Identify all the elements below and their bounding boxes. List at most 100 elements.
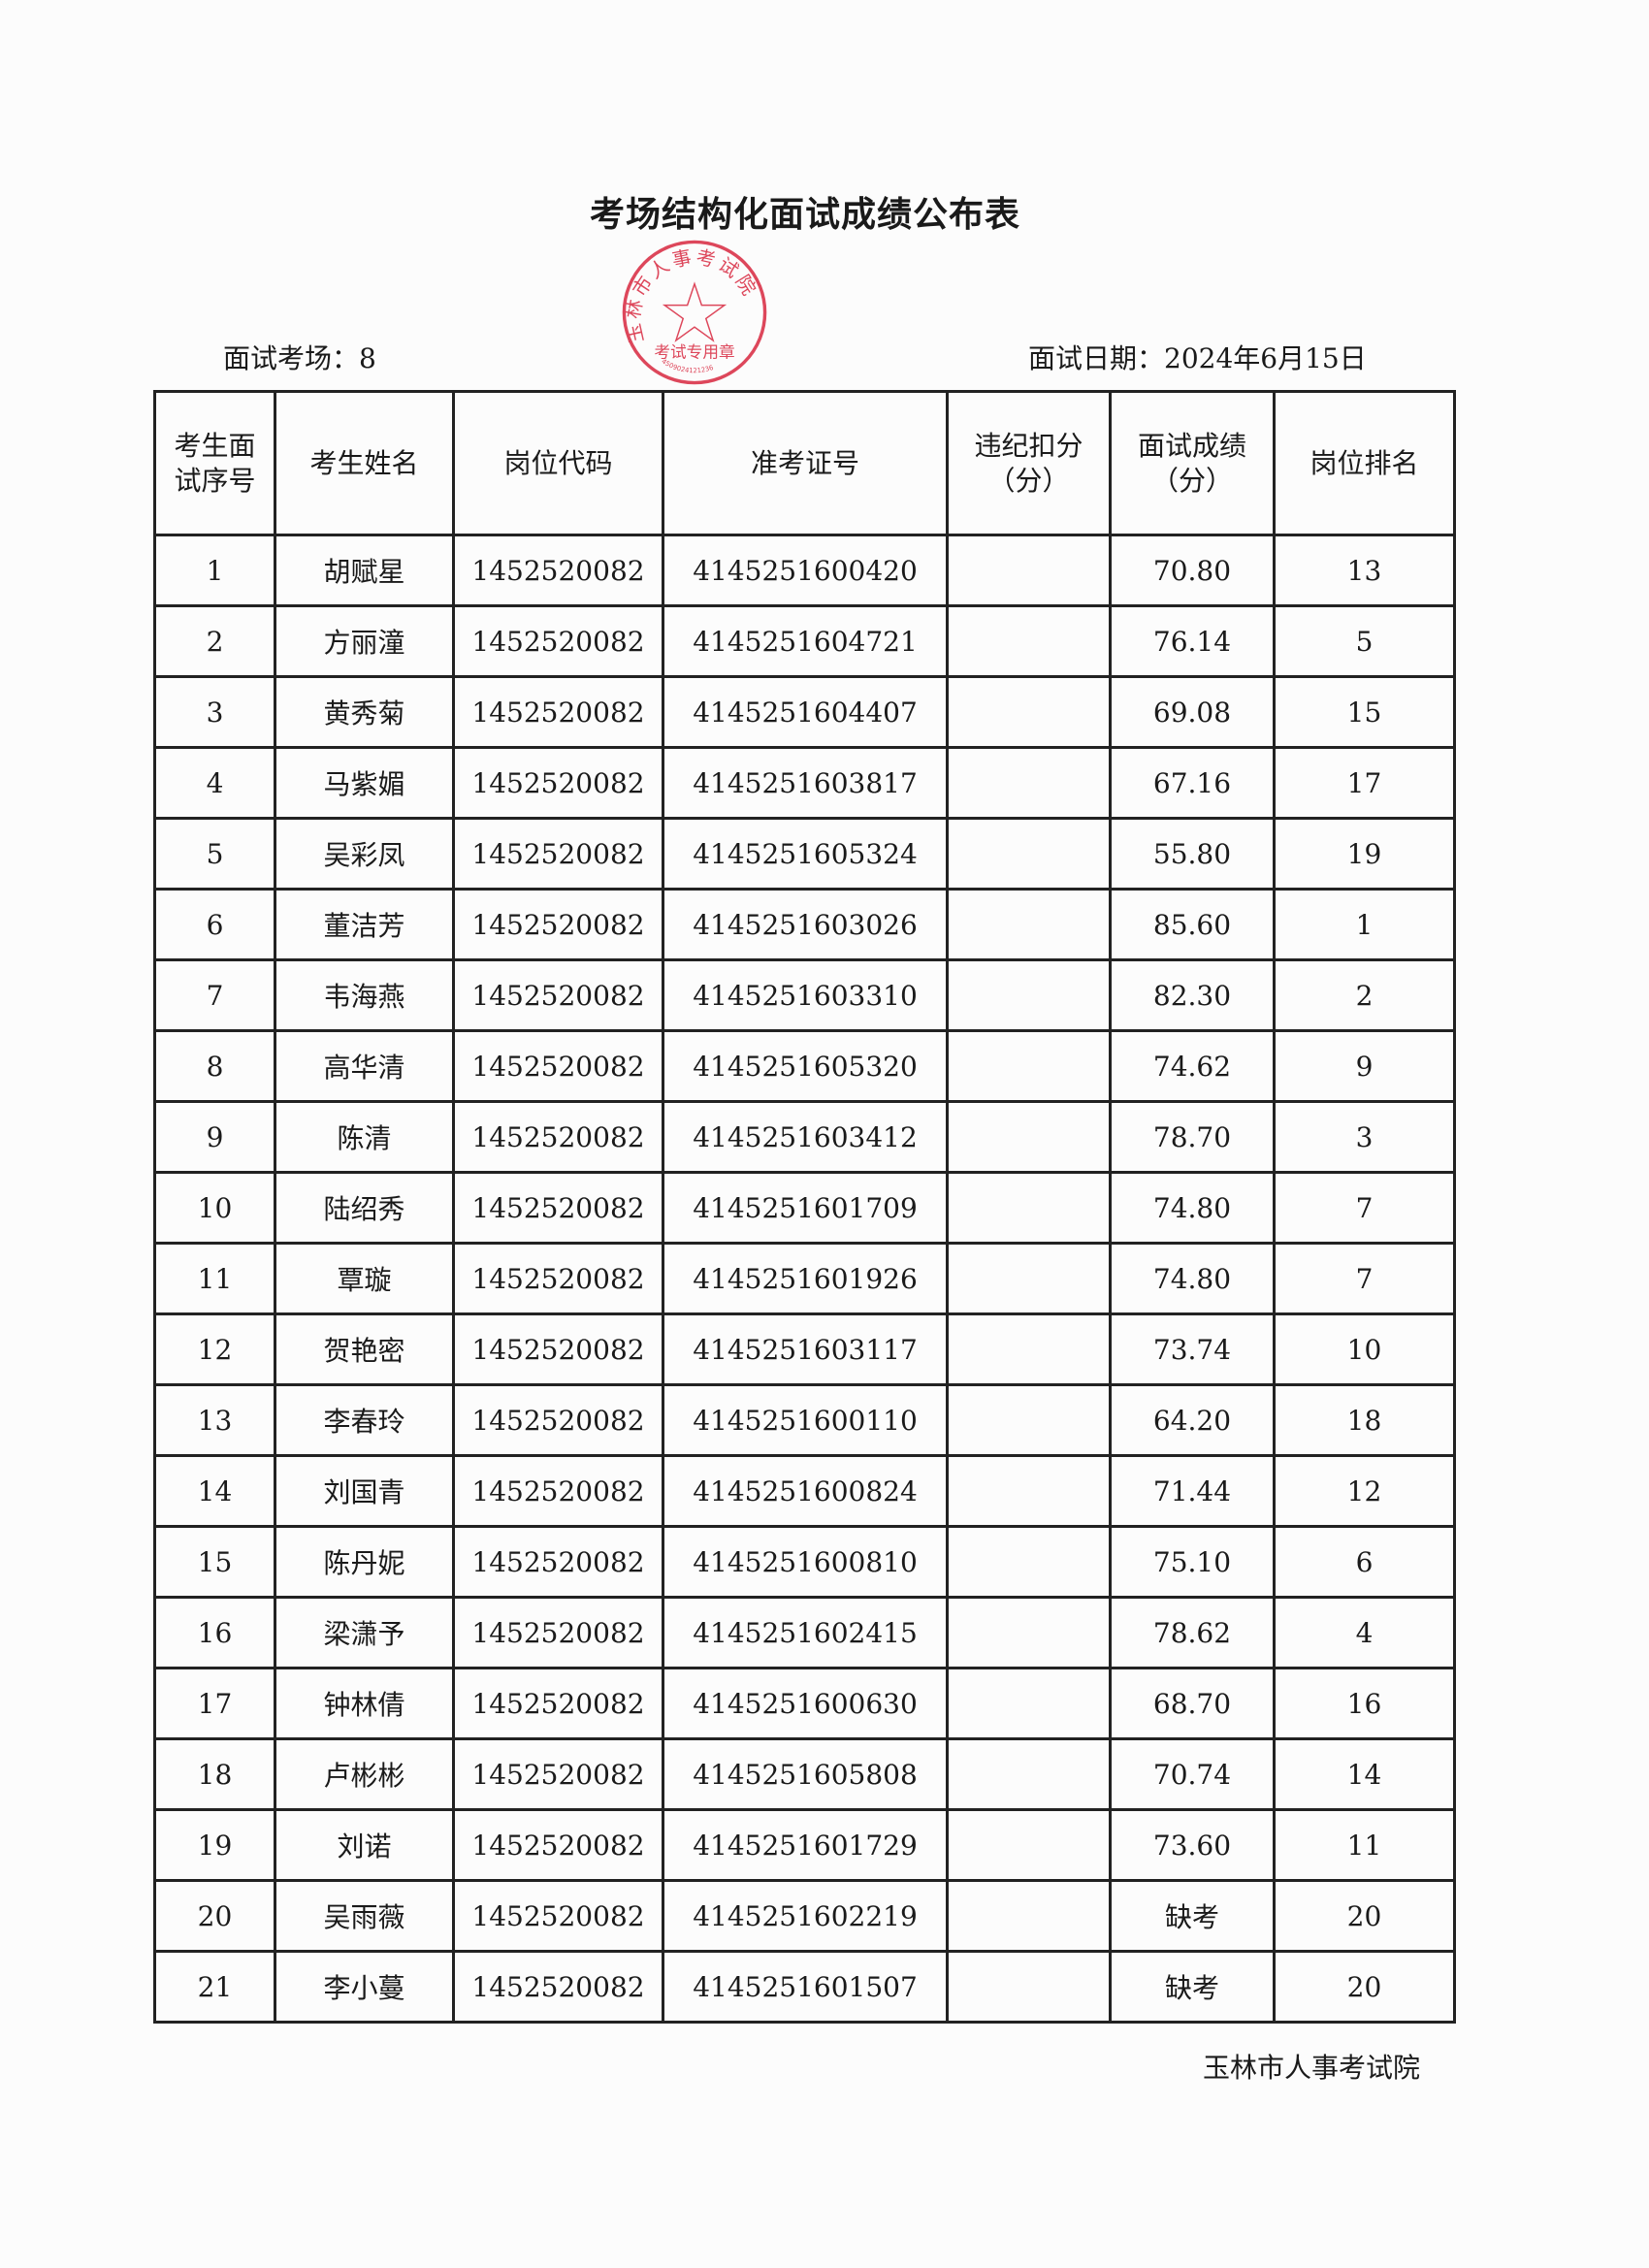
cell-rank: 14 (1273, 1737, 1456, 1811)
cell-ticket-no: 4145251605320 (662, 1029, 949, 1103)
cell-deduction (946, 1171, 1112, 1245)
cell-name: 李春玲 (274, 1383, 455, 1457)
cell-ticket-no: 4145251603412 (662, 1100, 949, 1174)
cell-ticket-no: 4145251600630 (662, 1667, 949, 1740)
cell-post-code: 1452520082 (452, 958, 664, 1032)
cell-score: 78.70 (1109, 1100, 1276, 1174)
cell-rank: 6 (1273, 1525, 1456, 1599)
cell-score: 74.80 (1109, 1242, 1276, 1315)
cell-ticket-no: 4145251602415 (662, 1596, 949, 1669)
cell-rank: 2 (1273, 958, 1456, 1032)
header-col-name: 考生姓名 (274, 390, 455, 536)
cell-post-code: 1452520082 (452, 1171, 664, 1245)
cell-score: 55.80 (1109, 817, 1276, 891)
cell-deduction (946, 1596, 1112, 1669)
cell-name: 方丽潼 (274, 604, 455, 678)
cell-seq: 20 (153, 1879, 276, 1953)
cell-deduction (946, 1312, 1112, 1386)
table-row: 15 陈丹妮 1452520082 4145251600810 75.10 6 (153, 1525, 1456, 1599)
cell-seq: 21 (153, 1950, 276, 2024)
cell-name: 高华清 (274, 1029, 455, 1103)
table-row: 21 李小蔓 1452520082 4145251601507 缺考 20 (153, 1950, 1456, 2024)
cell-ticket-no: 4145251600824 (662, 1454, 949, 1528)
cell-seq: 8 (153, 1029, 276, 1103)
cell-name: 陈丹妮 (274, 1525, 455, 1599)
cell-rank: 12 (1273, 1454, 1456, 1528)
cell-deduction (946, 746, 1112, 820)
header-col-score: 面试成绩（分） (1109, 390, 1276, 536)
cell-ticket-no: 4145251601926 (662, 1242, 949, 1315)
cell-rank: 3 (1273, 1100, 1456, 1174)
cell-seq: 6 (153, 888, 276, 961)
cell-ticket-no: 4145251600810 (662, 1525, 949, 1599)
header-col-rank: 岗位排名 (1273, 390, 1456, 536)
cell-post-code: 1452520082 (452, 534, 664, 607)
cell-ticket-no: 4145251602219 (662, 1879, 949, 1953)
cell-rank: 13 (1273, 534, 1456, 607)
cell-score: 71.44 (1109, 1454, 1276, 1528)
cell-score: 68.70 (1109, 1667, 1276, 1740)
cell-post-code: 1452520082 (452, 1525, 664, 1599)
table-row: 7 韦海燕 1452520082 4145251603310 82.30 2 (153, 958, 1456, 1032)
cell-post-code: 1452520082 (452, 1879, 664, 1953)
table-row: 11 覃璇 1452520082 4145251601926 74.80 7 (153, 1242, 1456, 1315)
cell-post-code: 1452520082 (452, 1312, 664, 1386)
table-row: 9 陈清 1452520082 4145251603412 78.70 3 (153, 1100, 1456, 1174)
cell-seq: 7 (153, 958, 276, 1032)
cell-deduction (946, 888, 1112, 961)
cell-seq: 5 (153, 817, 276, 891)
cell-deduction (946, 604, 1112, 678)
table-row: 12 贺艳密 1452520082 4145251603117 73.74 10 (153, 1312, 1456, 1386)
cell-deduction (946, 1667, 1112, 1740)
cell-ticket-no: 4145251603117 (662, 1312, 949, 1386)
table-row: 2 方丽潼 1452520082 4145251604721 76.14 5 (153, 604, 1456, 678)
cell-ticket-no: 4145251600110 (662, 1383, 949, 1457)
cell-ticket-no: 4145251603026 (662, 888, 949, 961)
cell-seq: 13 (153, 1383, 276, 1457)
cell-score: 74.80 (1109, 1171, 1276, 1245)
cell-name: 韦海燕 (274, 958, 455, 1032)
cell-score: 缺考 (1109, 1950, 1276, 2024)
table-row: 14 刘国青 1452520082 4145251600824 71.44 12 (153, 1454, 1456, 1528)
cell-score: 73.60 (1109, 1808, 1276, 1882)
cell-deduction (946, 1879, 1112, 1953)
score-table: 考生面试序号 考生姓名 岗位代码 准考证号 违纪扣分（分） 面试成绩（分） 岗位排名 1 胡赋… (153, 390, 1456, 2024)
official-seal: 玉林市人事考试院 考试专用章 4509024121236 (622, 240, 767, 385)
table-row: 8 高华清 1452520082 4145251605320 74.62 9 (153, 1029, 1456, 1103)
cell-post-code: 1452520082 (452, 1242, 664, 1315)
cell-ticket-no: 4145251603310 (662, 958, 949, 1032)
cell-post-code: 1452520082 (452, 888, 664, 961)
header-col-post-code: 岗位代码 (452, 390, 664, 536)
cell-rank: 5 (1273, 604, 1456, 678)
cell-score: 74.62 (1109, 1029, 1276, 1103)
cell-deduction (946, 1383, 1112, 1457)
table-row: 1 胡赋星 1452520082 4145251600420 70.80 13 (153, 534, 1456, 607)
cell-name: 刘诺 (274, 1808, 455, 1882)
cell-seq: 9 (153, 1100, 276, 1174)
cell-post-code: 1452520082 (452, 1667, 664, 1740)
issuer: 玉林市人事考试院 (1203, 2052, 1421, 2084)
cell-seq: 14 (153, 1454, 276, 1528)
cell-seq: 11 (153, 1242, 276, 1315)
cell-name: 陈清 (274, 1100, 455, 1174)
cell-post-code: 1452520082 (452, 1029, 664, 1103)
table-header-row: 考生面试序号 考生姓名 岗位代码 准考证号 违纪扣分（分） 面试成绩（分） 岗位排名 (153, 390, 1456, 536)
cell-name: 贺艳密 (274, 1312, 455, 1386)
page-title: 考场结构化面试成绩公布表 (589, 195, 1020, 235)
table-row: 16 梁潇予 1452520082 4145251602415 78.62 4 (153, 1596, 1456, 1669)
cell-ticket-no: 4145251605808 (662, 1737, 949, 1811)
cell-name: 卢彬彬 (274, 1737, 455, 1811)
cell-seq: 17 (153, 1667, 276, 1740)
cell-rank: 18 (1273, 1383, 1456, 1457)
cell-ticket-no: 4145251604407 (662, 675, 949, 749)
table-row: 6 董洁芳 1452520082 4145251603026 85.60 1 (153, 888, 1456, 961)
cell-ticket-no: 4145251603817 (662, 746, 949, 820)
cell-rank: 19 (1273, 817, 1456, 891)
cell-rank: 7 (1273, 1242, 1456, 1315)
cell-ticket-no: 4145251601507 (662, 1950, 949, 2024)
cell-rank: 16 (1273, 1667, 1456, 1740)
cell-deduction (946, 675, 1112, 749)
exam-room: 面试考场：8 (223, 342, 376, 374)
svg-text:4509024121236: 4509024121236 (661, 357, 715, 374)
cell-deduction (946, 817, 1112, 891)
